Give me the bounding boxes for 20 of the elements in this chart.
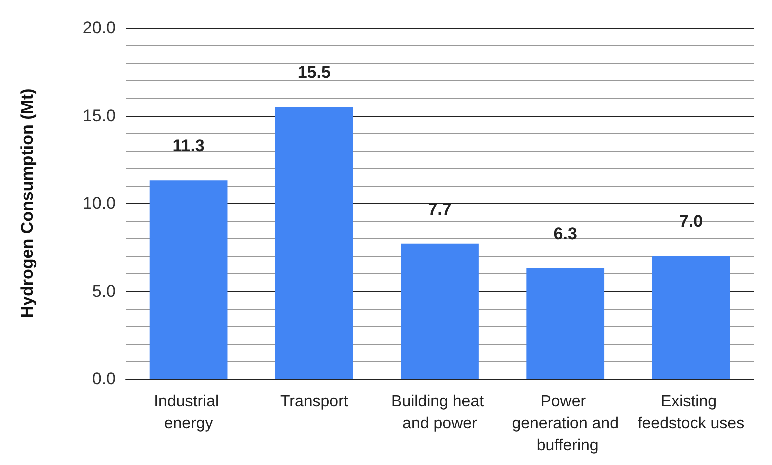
x-tick-label: Power generation and buffering — [512, 394, 619, 454]
y-tick-label: 20.0 — [82, 18, 116, 38]
y-tick-label: 5.0 — [92, 282, 116, 301]
data-label: 11.3 — [172, 136, 205, 156]
x-tick-label: Industrial energy — [154, 394, 224, 432]
x-tick-label: Building heat and power — [392, 394, 488, 432]
bar — [275, 106, 354, 379]
y-tick-label: 15.0 — [82, 106, 116, 126]
bar — [526, 268, 605, 379]
bar — [652, 256, 730, 379]
bar — [401, 244, 479, 379]
data-label: 6.3 — [554, 224, 578, 244]
bar — [150, 180, 228, 379]
x-tick-label: Existing feedstock uses — [638, 394, 745, 432]
y-tick-label: 0.0 — [92, 370, 116, 388]
x-tick-label: Transport — [280, 394, 349, 410]
y-tick-label: 10.0 — [82, 194, 116, 213]
y-axis-title: Hydrogen Consumption (Mt) — [18, 88, 37, 318]
data-label: 7.0 — [679, 212, 704, 232]
data-label: 15.5 — [298, 62, 331, 82]
